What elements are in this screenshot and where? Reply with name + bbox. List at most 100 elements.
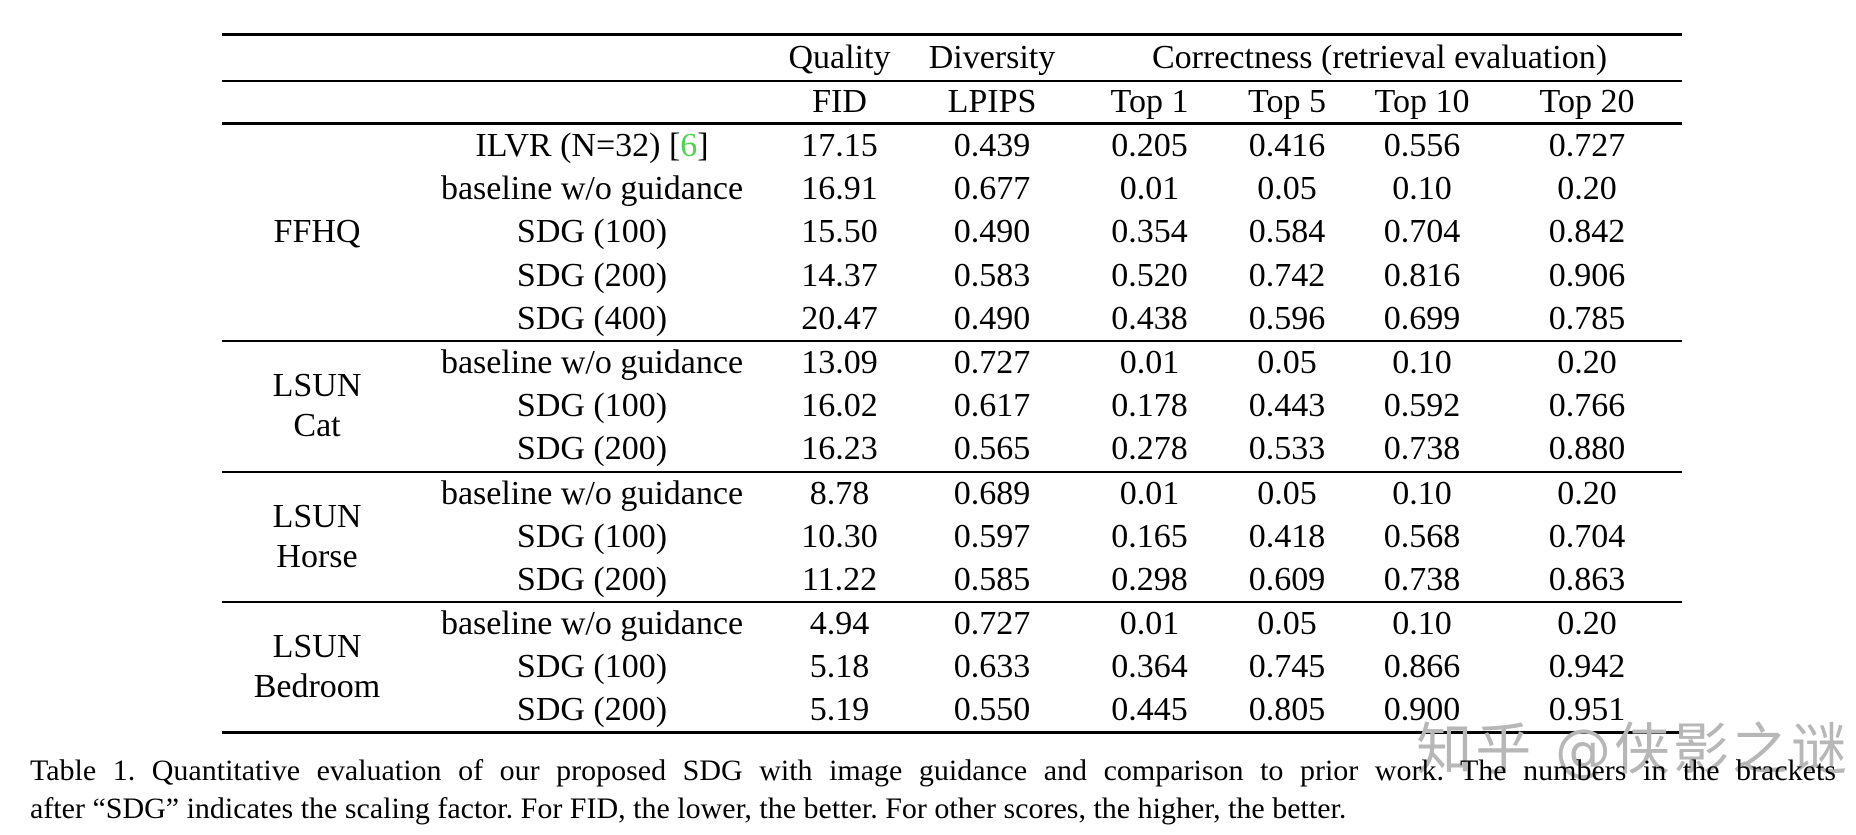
metric-value: 0.354: [1111, 213, 1188, 251]
metric-value: 0.704: [1383, 213, 1461, 251]
method-label: SDG (100): [516, 387, 668, 425]
metric-value: 0.520: [1111, 256, 1188, 294]
metric-value: 0.416: [1248, 127, 1326, 164]
method-label: ILVR (N=32) [6]: [412, 124, 772, 168]
table-row: LSUN Cat baseline w/o guidance 13.09 0.7…: [222, 341, 1682, 444]
table-row: LSUN Horse baseline w/o guidance 8.78 0.…: [222, 472, 1682, 575]
method-label: SDG (200): [516, 691, 668, 728]
metric-value: 0.727: [953, 344, 1031, 382]
method-label: baseline w/o guidance: [440, 344, 744, 382]
metric-value: 0.689: [953, 474, 1031, 512]
metric-value: 0.205: [1111, 127, 1188, 164]
dataset-label-line: Cat: [293, 407, 341, 445]
metric-value: 14.37: [801, 256, 878, 294]
metric-value: 0.490: [953, 299, 1031, 337]
metric-value: 0.951: [1548, 691, 1626, 728]
method-label: SDG (100): [516, 517, 668, 555]
metric-value: 0.742: [1248, 256, 1326, 294]
header-group-row: Quality Diversity Correctness (retrieval…: [222, 35, 1683, 81]
table-row: FFHQ ILVR (N=32) [6] 17.15 0.439 0.205 0…: [222, 124, 1682, 250]
metric-value: 11.22: [801, 560, 878, 598]
header-spacer: [222, 81, 772, 124]
method-label: SDG (200): [516, 560, 668, 598]
metric-value: 0.20: [1557, 344, 1617, 382]
metric-value: 0.584: [1248, 213, 1326, 251]
results-table: Quality Diversity Correctness (retrieval…: [222, 33, 1683, 734]
table-caption: Table 1. Quantitative evaluation of our …: [30, 752, 1836, 828]
metric-value: 0.880: [1548, 430, 1626, 468]
metric-value: 0.585: [953, 560, 1031, 598]
metric-value: 0.677: [953, 169, 1031, 207]
metric-value: 20.47: [801, 299, 878, 337]
citation-link[interactable]: 6: [680, 127, 698, 164]
metric-value: 0.785: [1548, 299, 1626, 337]
metric-value: 5.19: [809, 691, 870, 728]
table-row: SDG (100) 15.50 0.490 0.354 0.584 0.704 …: [222, 211, 1682, 255]
metric-value: 0.05: [1257, 605, 1317, 643]
metric-value: 0.900: [1383, 691, 1461, 728]
metric-value: 0.178: [1111, 387, 1188, 425]
metric-value: 0.20: [1557, 474, 1617, 512]
col-header-top5: Top 5: [1248, 82, 1326, 120]
metric-value: 0.10: [1392, 605, 1452, 643]
metric-value: 0.418: [1248, 517, 1326, 555]
method-label: baseline w/o guidance: [440, 605, 744, 643]
method-label: SDG (200): [516, 430, 668, 468]
table-row: SDG (400) 20.47 0.490 0.438 0.596 0.699 …: [222, 298, 1682, 342]
section-lsun-cat: LSUN Cat baseline w/o guidance 13.09 0.7…: [222, 341, 1683, 472]
metric-value: 0.766: [1548, 387, 1626, 425]
metric-value: 0.364: [1111, 648, 1188, 686]
metric-value: 0.738: [1383, 560, 1461, 598]
metric-value: 0.490: [953, 213, 1031, 251]
metric-value: 0.863: [1548, 560, 1626, 598]
method-label: SDG (200): [516, 256, 668, 294]
section-lsun-horse: LSUN Horse baseline w/o guidance 8.78 0.…: [222, 471, 1683, 603]
metric-value: 0.443: [1248, 387, 1326, 425]
metric-value: 0.942: [1548, 648, 1626, 686]
metric-value: 0.01: [1119, 474, 1180, 512]
metric-value: 0.633: [953, 648, 1031, 686]
metric-value: 10.30: [801, 517, 878, 555]
method-text: ]: [697, 127, 709, 164]
col-header-top10: Top 10: [1374, 82, 1470, 120]
metric-value: 0.592: [1383, 387, 1461, 425]
dataset-label: LSUN Cat: [222, 341, 412, 472]
metric-value: 0.10: [1392, 169, 1452, 207]
dataset-label: FFHQ: [222, 124, 412, 342]
metric-value: 0.609: [1248, 560, 1326, 598]
section-ffhq: FFHQ ILVR (N=32) [6] 17.15 0.439 0.205 0…: [222, 124, 1682, 342]
metric-value: 0.05: [1257, 169, 1317, 207]
metric-value: 0.568: [1383, 517, 1461, 555]
col-group-quality: Quality: [788, 38, 891, 76]
metric-value: 16.02: [801, 387, 878, 425]
method-text: ILVR (N=32) [: [475, 127, 681, 164]
table-row: SDG (200) 11.22 0.585 0.298 0.609 0.738 …: [222, 559, 1682, 603]
table-row: SDG (200) 16.23 0.565 0.278 0.533 0.738 …: [222, 428, 1682, 472]
metric-value: 0.445: [1111, 691, 1188, 728]
metric-value: 0.10: [1392, 474, 1452, 512]
metric-value: 0.550: [953, 691, 1031, 728]
method-label: SDG (100): [516, 648, 668, 686]
metric-value: 0.596: [1248, 299, 1326, 337]
metric-value: 15.50: [801, 213, 878, 251]
table-row: LSUN Bedroom baseline w/o guidance 4.94 …: [222, 602, 1682, 705]
metric-value: 17.15: [801, 127, 878, 164]
metric-value: 4.94: [809, 605, 870, 643]
metric-value: 0.805: [1248, 691, 1326, 728]
dataset-label-line: LSUN: [272, 497, 362, 535]
header-metric-row: FID LPIPS Top 1 Top 5 Top 10 Top 20: [222, 81, 1682, 124]
table-row: SDG (100) 16.02 0.617 0.178 0.443 0.592 …: [222, 385, 1682, 429]
section-lsun-bedroom: LSUN Bedroom baseline w/o guidance 4.94 …: [222, 602, 1683, 733]
metric-value: 0.165: [1111, 517, 1188, 555]
metric-value: 8.78: [809, 474, 870, 512]
method-label: SDG (400): [516, 299, 668, 337]
col-header-top20: Top 20: [1539, 82, 1635, 120]
metric-value: 0.906: [1548, 256, 1626, 294]
caption-line-1: Table 1. Quantitative evaluation of our …: [30, 754, 1836, 787]
metric-value: 0.617: [953, 387, 1031, 425]
metric-value: 0.583: [953, 256, 1031, 294]
table-row: baseline w/o guidance 16.91 0.677 0.01 0…: [222, 167, 1682, 211]
metric-value: 0.05: [1257, 474, 1317, 512]
metric-value: 0.01: [1119, 344, 1180, 382]
metric-value: 0.05: [1257, 344, 1317, 382]
